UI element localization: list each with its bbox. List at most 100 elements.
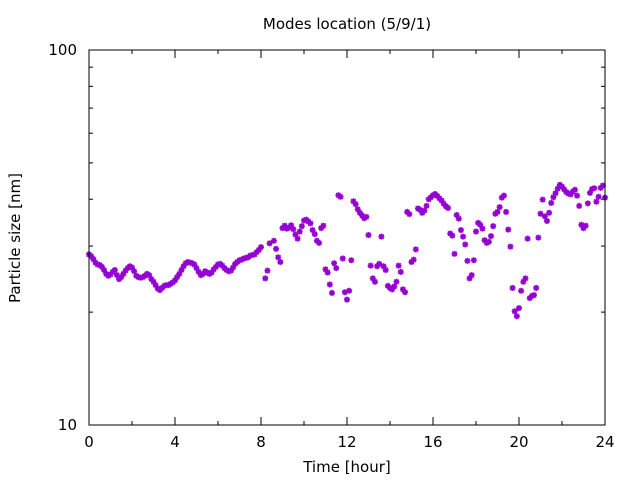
data-point <box>496 204 503 211</box>
data-point <box>460 233 467 240</box>
data-point <box>320 222 327 229</box>
data-point <box>307 220 314 227</box>
data-point <box>346 287 353 294</box>
data-point <box>212 263 219 270</box>
data-point <box>152 282 159 289</box>
data-point <box>410 256 417 263</box>
data-point <box>541 213 548 220</box>
data-point <box>468 272 475 279</box>
data-point <box>210 266 217 273</box>
data-point <box>376 260 383 267</box>
data-point <box>279 225 286 232</box>
data-point <box>230 264 237 271</box>
data-point <box>199 270 206 277</box>
data-point <box>434 193 441 200</box>
data-point <box>298 223 305 230</box>
data-point <box>122 267 129 274</box>
data-point <box>273 245 280 252</box>
x-tick-label: 8 <box>256 433 266 451</box>
data-point <box>485 238 492 245</box>
data-point <box>111 267 118 274</box>
data-point <box>172 277 178 284</box>
chart-title: Modes location (5/9/1) <box>263 15 431 33</box>
x-axis-label: Time [hour] <box>302 458 391 476</box>
y-axis-label: Particle size [nm] <box>6 173 24 303</box>
data-point <box>148 276 155 283</box>
data-point <box>481 237 488 244</box>
data-point <box>311 231 318 238</box>
data-point <box>88 253 95 260</box>
data-point <box>550 194 557 201</box>
data-point <box>378 233 385 240</box>
data-point <box>503 208 510 215</box>
data-point <box>457 227 464 234</box>
data-point <box>511 308 518 315</box>
data-point <box>597 184 604 191</box>
data-point <box>176 270 183 277</box>
data-point <box>507 243 514 250</box>
data-point <box>586 189 593 196</box>
data-point <box>98 263 105 270</box>
data-point <box>580 225 587 232</box>
data-point <box>423 202 430 209</box>
data-point <box>324 269 331 276</box>
data-point <box>397 268 404 275</box>
data-point <box>451 250 458 257</box>
data-point <box>417 206 424 213</box>
data-point <box>546 209 553 216</box>
data-point <box>505 226 512 233</box>
data-point <box>402 289 409 296</box>
data-point <box>559 183 565 190</box>
data-point <box>371 278 378 285</box>
data-point <box>561 186 568 193</box>
data-point <box>354 206 361 213</box>
data-point <box>535 234 542 241</box>
plot-area-frame <box>88 49 606 426</box>
data-point <box>264 267 271 274</box>
data-point <box>150 278 157 285</box>
data-point <box>270 237 277 244</box>
data-point <box>191 261 198 268</box>
data-point <box>412 246 419 253</box>
data-point <box>591 185 598 192</box>
data-point <box>275 254 282 261</box>
data-point <box>178 267 185 274</box>
data-point <box>473 228 479 235</box>
data-point <box>516 305 522 312</box>
data-point <box>479 225 486 232</box>
data-point <box>543 217 550 224</box>
data-point <box>285 224 292 231</box>
data-point <box>365 232 372 239</box>
x-tick-label: 16 <box>423 433 442 451</box>
data-point <box>440 200 447 207</box>
data-point <box>522 275 529 282</box>
data-point <box>258 244 264 251</box>
data-point <box>309 227 316 234</box>
data-point <box>193 265 200 272</box>
data-point <box>599 182 606 189</box>
data-point <box>380 263 387 270</box>
data-point <box>500 192 507 199</box>
data-point <box>277 259 284 266</box>
data-point <box>438 197 445 204</box>
data-point <box>101 267 108 274</box>
data-point <box>131 268 138 275</box>
x-tick-label: 4 <box>170 433 180 451</box>
data-point <box>531 292 538 299</box>
data-point <box>395 262 402 269</box>
data-point <box>567 191 574 198</box>
data-point <box>466 275 473 282</box>
data-point <box>219 262 226 269</box>
y-tick-label: 10 <box>58 416 77 434</box>
data-point <box>296 228 303 235</box>
data-point <box>595 193 602 200</box>
data-point <box>120 270 127 277</box>
data-point <box>356 209 363 216</box>
data-point <box>208 269 215 276</box>
data-point <box>359 212 366 219</box>
data-point <box>421 207 428 214</box>
data-point <box>266 240 273 247</box>
data-point <box>195 268 202 275</box>
data-point <box>382 267 389 274</box>
